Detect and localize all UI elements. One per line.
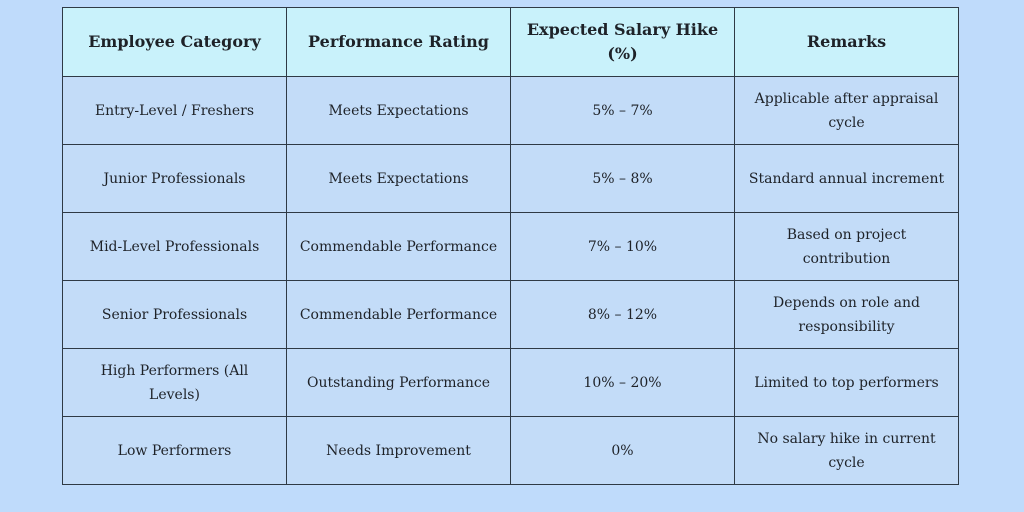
- table-cell: Based on project contribution: [734, 212, 959, 281]
- table-cell: Meets Expectations: [286, 144, 511, 213]
- table-cell: 10% – 20%: [510, 348, 735, 417]
- header-cell: Expected Salary Hike (%): [510, 7, 735, 77]
- table-cell: 0%: [510, 416, 735, 485]
- table-row: High Performers (All Levels) Outstanding …: [62, 348, 959, 417]
- table-row: Senior Professionals Commendable Performa…: [62, 280, 959, 349]
- table-cell: Depends on role and responsibility: [734, 280, 959, 349]
- table-cell: High Performers (All Levels): [62, 348, 287, 417]
- table-cell: Mid-Level Professionals: [62, 212, 287, 281]
- table-cell: Limited to top performers: [734, 348, 959, 417]
- table-cell: 5% – 7%: [510, 76, 735, 145]
- table-cell: Entry-Level / Freshers: [62, 76, 287, 145]
- table-cell: Meets Expectations: [286, 76, 511, 145]
- table-cell: Senior Professionals: [62, 280, 287, 349]
- table-cell: Needs Improvement: [286, 416, 511, 485]
- table-row: Junior Professionals Meets Expectations 5%…: [62, 144, 959, 213]
- table-cell: Outstanding Performance: [286, 348, 511, 417]
- table-body: Entry-Level / Freshers Meets Expectations…: [62, 76, 959, 485]
- table-row: Mid-Level Professionals Commendable Perfo…: [62, 212, 959, 281]
- table-cell: 5% – 8%: [510, 144, 735, 213]
- table-row: Entry-Level / Freshers Meets Expectations…: [62, 76, 959, 145]
- header-cell: Performance Rating: [286, 7, 511, 77]
- table-cell: 7% – 10%: [510, 212, 735, 281]
- table-cell: No salary hike in current cycle: [734, 416, 959, 485]
- table-header: Employee Category Performance Rating Expec…: [62, 7, 959, 77]
- table-cell: Junior Professionals: [62, 144, 287, 213]
- table-cell: Low Performers: [62, 416, 287, 485]
- table-cell: Commendable Performance: [286, 212, 511, 281]
- header-row: Employee Category Performance Rating Expec…: [62, 7, 959, 77]
- table-cell: Standard annual increment: [734, 144, 959, 213]
- table-cell: Applicable after appraisal cycle: [734, 76, 959, 145]
- table-cell: Commendable Performance: [286, 280, 511, 349]
- header-cell: Employee Category: [62, 7, 287, 77]
- table-cell: 8% – 12%: [510, 280, 735, 349]
- table-row: Low Performers Needs Improvement 0% No sala…: [62, 416, 959, 485]
- salary-table: Employee Category Performance Rating Expec…: [62, 7, 959, 485]
- header-cell: Remarks: [734, 7, 959, 77]
